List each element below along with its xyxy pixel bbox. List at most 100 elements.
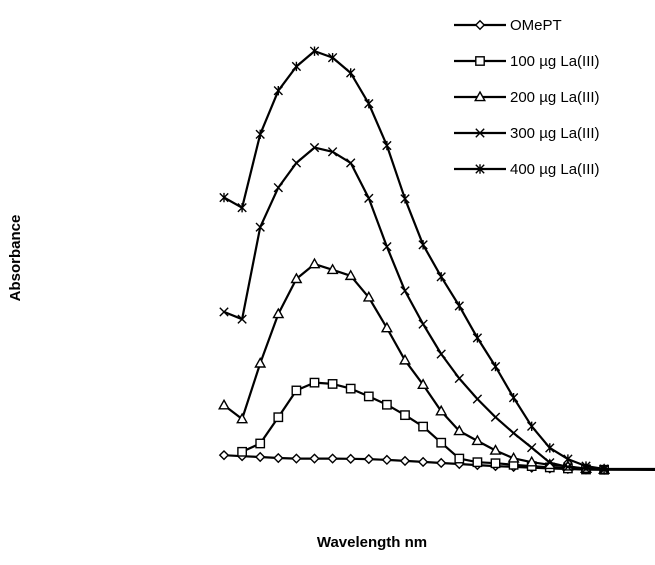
data-point xyxy=(362,290,375,302)
legend-label: 400 µg La(III) xyxy=(510,161,600,178)
data-point xyxy=(525,455,538,467)
legend-marker xyxy=(475,128,485,138)
data-point xyxy=(400,410,410,421)
y-axis-label: Absorbance xyxy=(7,215,24,302)
data-point xyxy=(581,461,591,471)
data-point xyxy=(308,257,321,269)
data-point xyxy=(255,222,265,232)
data-point xyxy=(272,307,285,319)
legend-marker xyxy=(475,56,485,66)
data-point xyxy=(291,158,302,168)
data-point xyxy=(507,451,520,463)
data-point xyxy=(508,393,519,403)
data-point xyxy=(273,85,283,96)
data-point xyxy=(364,193,374,203)
data-point xyxy=(436,437,447,448)
series-line xyxy=(223,49,655,471)
legend: OMePT 100 µg La(III) 200 µg La(III) 300 µg … xyxy=(454,17,600,178)
data-point xyxy=(472,457,483,468)
data-point xyxy=(545,443,555,453)
data-point xyxy=(436,457,447,469)
data-point xyxy=(273,182,283,193)
data-point xyxy=(255,129,265,140)
plot-area xyxy=(218,46,655,475)
data-point xyxy=(417,378,430,390)
data-point xyxy=(545,458,555,468)
data-point xyxy=(364,98,374,109)
data-point xyxy=(363,453,374,465)
data-point xyxy=(218,398,230,410)
data-point xyxy=(326,263,339,275)
legend-item: 300 µg La(III) xyxy=(454,125,600,142)
legend-label: OMePT xyxy=(510,17,562,34)
data-point xyxy=(344,269,357,281)
data-point xyxy=(345,383,356,394)
data-point xyxy=(454,373,464,384)
data-point xyxy=(490,412,501,422)
legend-label: 300 µg La(III) xyxy=(510,125,600,142)
legend-label: 200 µg La(III) xyxy=(510,89,600,106)
data-point xyxy=(472,333,483,343)
data-point xyxy=(219,192,229,203)
data-point xyxy=(345,453,356,465)
data-point xyxy=(508,428,519,438)
data-point xyxy=(418,240,428,250)
data-point xyxy=(382,399,392,410)
data-point xyxy=(291,61,302,72)
data-point xyxy=(254,356,267,368)
x-axis-label: Wavelength nm xyxy=(317,534,427,551)
data-point xyxy=(472,394,483,404)
data-point xyxy=(346,68,356,78)
data-point xyxy=(563,454,573,464)
data-point xyxy=(327,52,338,63)
data-point xyxy=(471,434,484,446)
data-point xyxy=(327,147,338,157)
data-point xyxy=(490,458,501,469)
data-point xyxy=(436,349,446,359)
data-point xyxy=(563,462,573,472)
data-point xyxy=(255,438,266,449)
data-point xyxy=(436,272,446,282)
data-point xyxy=(363,391,374,402)
data-point xyxy=(237,202,247,213)
data-point xyxy=(527,442,537,453)
data-point xyxy=(381,454,393,466)
data-point xyxy=(490,361,501,372)
data-point xyxy=(418,421,428,432)
data-point xyxy=(309,142,320,153)
data-point xyxy=(309,46,320,56)
data-point xyxy=(219,307,229,317)
data-point xyxy=(382,140,392,151)
data-point xyxy=(236,412,249,424)
legend-item: OMePT xyxy=(454,17,562,34)
series-line xyxy=(223,146,655,471)
legend-item: 400 µg La(III) xyxy=(454,161,600,178)
data-point xyxy=(399,455,411,467)
data-point xyxy=(454,301,464,311)
data-point xyxy=(599,464,609,474)
data-point xyxy=(255,451,266,463)
data-point xyxy=(400,194,410,204)
data-point xyxy=(327,379,338,389)
data-point xyxy=(218,449,230,461)
series-line xyxy=(223,263,605,471)
legend-item: 200 µg La(III) xyxy=(454,89,600,106)
data-point xyxy=(454,453,465,464)
data-point xyxy=(400,286,410,296)
data-point xyxy=(489,444,502,455)
data-point xyxy=(435,404,448,416)
data-point xyxy=(237,314,247,324)
series-4 xyxy=(219,142,655,475)
data-point xyxy=(399,353,411,365)
series-5 xyxy=(219,46,655,474)
data-point xyxy=(380,321,393,333)
data-point xyxy=(290,272,303,284)
data-point xyxy=(327,453,338,464)
data-point xyxy=(527,421,537,432)
data-point xyxy=(382,241,392,252)
data-point xyxy=(309,453,320,464)
data-point xyxy=(417,456,429,468)
data-point xyxy=(291,453,302,464)
